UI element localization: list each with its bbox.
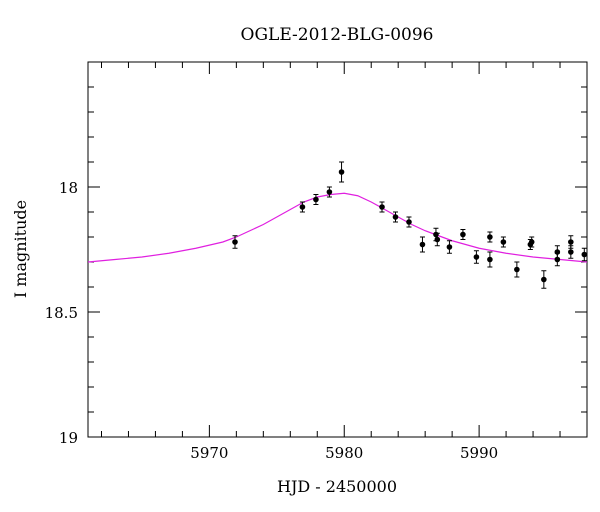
x-tick-label: 5980 — [325, 444, 363, 462]
data-point — [326, 189, 333, 195]
data-point — [487, 234, 493, 240]
data-point — [338, 169, 345, 175]
data-point — [392, 214, 399, 220]
data-point — [528, 239, 535, 245]
x-tick-label: 5970 — [190, 444, 228, 462]
axis-ticks — [88, 61, 588, 438]
x-tick-label: 5990 — [460, 444, 498, 462]
model-curve — [87, 192, 588, 263]
data-point — [514, 266, 520, 273]
data-point — [232, 239, 238, 245]
x-axis-label: HJD - 2450000 — [277, 477, 397, 496]
data-point — [433, 231, 439, 238]
plot-frame — [87, 61, 588, 438]
data-point — [379, 204, 385, 210]
y-tick-label: 18 — [59, 179, 78, 197]
data-point — [406, 219, 412, 225]
data-point — [313, 196, 319, 203]
data-point — [541, 276, 547, 283]
data-point — [500, 239, 507, 245]
data-point — [446, 244, 453, 250]
data-point — [554, 249, 561, 255]
y-tick-label: 18.5 — [45, 304, 78, 322]
data-point — [299, 204, 306, 210]
data-points — [232, 161, 588, 289]
tick-labels: 5970 5980 5990 18 18.5 19 — [45, 179, 499, 462]
data-point — [568, 239, 574, 245]
data-point — [487, 256, 493, 263]
data-point — [419, 241, 426, 248]
data-point — [581, 251, 588, 258]
data-point — [568, 249, 574, 255]
y-tick-label: 19 — [59, 429, 78, 447]
data-point — [473, 254, 480, 260]
chart-title: OGLE-2012-BLG-0096 — [241, 25, 434, 45]
data-point — [434, 236, 441, 243]
data-point — [460, 231, 466, 238]
y-axis-label: I magnitude — [11, 200, 30, 298]
